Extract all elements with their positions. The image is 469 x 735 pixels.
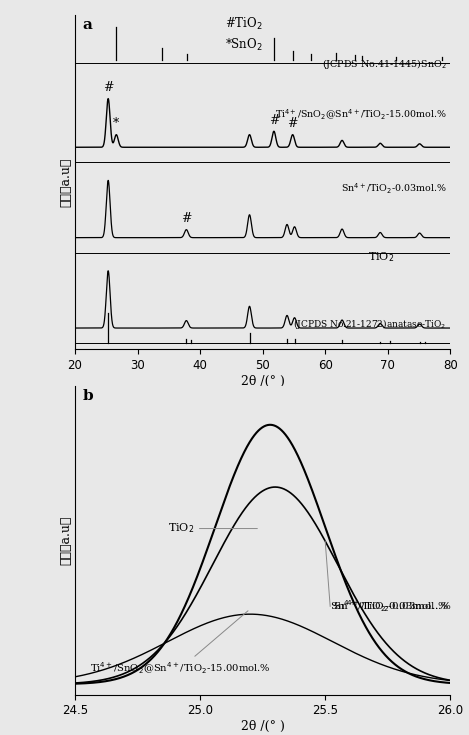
Text: #: # <box>287 117 298 130</box>
Text: #: # <box>181 212 192 225</box>
Text: (JCPDS No.21-1272)anatase-TiO$_2$: (JCPDS No.21-1272)anatase-TiO$_2$ <box>293 318 446 331</box>
Y-axis label: 强度（a.u）: 强度（a.u） <box>59 157 72 207</box>
Text: *: * <box>113 117 120 130</box>
Text: #TiO$_2$: #TiO$_2$ <box>225 16 263 32</box>
X-axis label: 2θ /(° ): 2θ /(° ) <box>241 375 285 387</box>
Text: b: b <box>83 389 93 403</box>
Text: TiO$_2$: TiO$_2$ <box>167 522 257 536</box>
Text: Sn$^{4+}$/TiO$_2$-0.03mol..%: Sn$^{4+}$/TiO$_2$-0.03mol..% <box>333 598 452 614</box>
Text: (JCPDS No.41-1445)SnO$_2$: (JCPDS No.41-1445)SnO$_2$ <box>322 57 446 71</box>
Text: TiO$_2$: TiO$_2$ <box>368 251 394 265</box>
Y-axis label: 强度（a.u）: 强度（a.u） <box>59 515 72 565</box>
Text: Ti$^{4+}$/SnO$_2$@Sn$^{4+}$/TiO$_2$-15.00mol.%: Ti$^{4+}$/SnO$_2$@Sn$^{4+}$/TiO$_2$-15.0… <box>275 108 446 123</box>
Text: Ti$^{4+}$/SnO$_2$@Sn$^{4+}$/TiO$_2$-15.00mol.%: Ti$^{4+}$/SnO$_2$@Sn$^{4+}$/TiO$_2$-15.0… <box>90 611 271 676</box>
Text: Sn$^{4+}$/TiO$_2$-0.03mol..%: Sn$^{4+}$/TiO$_2$-0.03mol..% <box>330 598 449 614</box>
Text: #: # <box>269 114 279 126</box>
X-axis label: 2θ /(° ): 2θ /(° ) <box>241 720 285 733</box>
Text: a: a <box>83 18 92 32</box>
Text: Sn$^{4+}$/TiO$_2$-0.03mol.%: Sn$^{4+}$/TiO$_2$-0.03mol.% <box>340 182 446 196</box>
Text: *SnO$_2$: *SnO$_2$ <box>225 37 263 52</box>
Text: #: # <box>103 81 113 94</box>
